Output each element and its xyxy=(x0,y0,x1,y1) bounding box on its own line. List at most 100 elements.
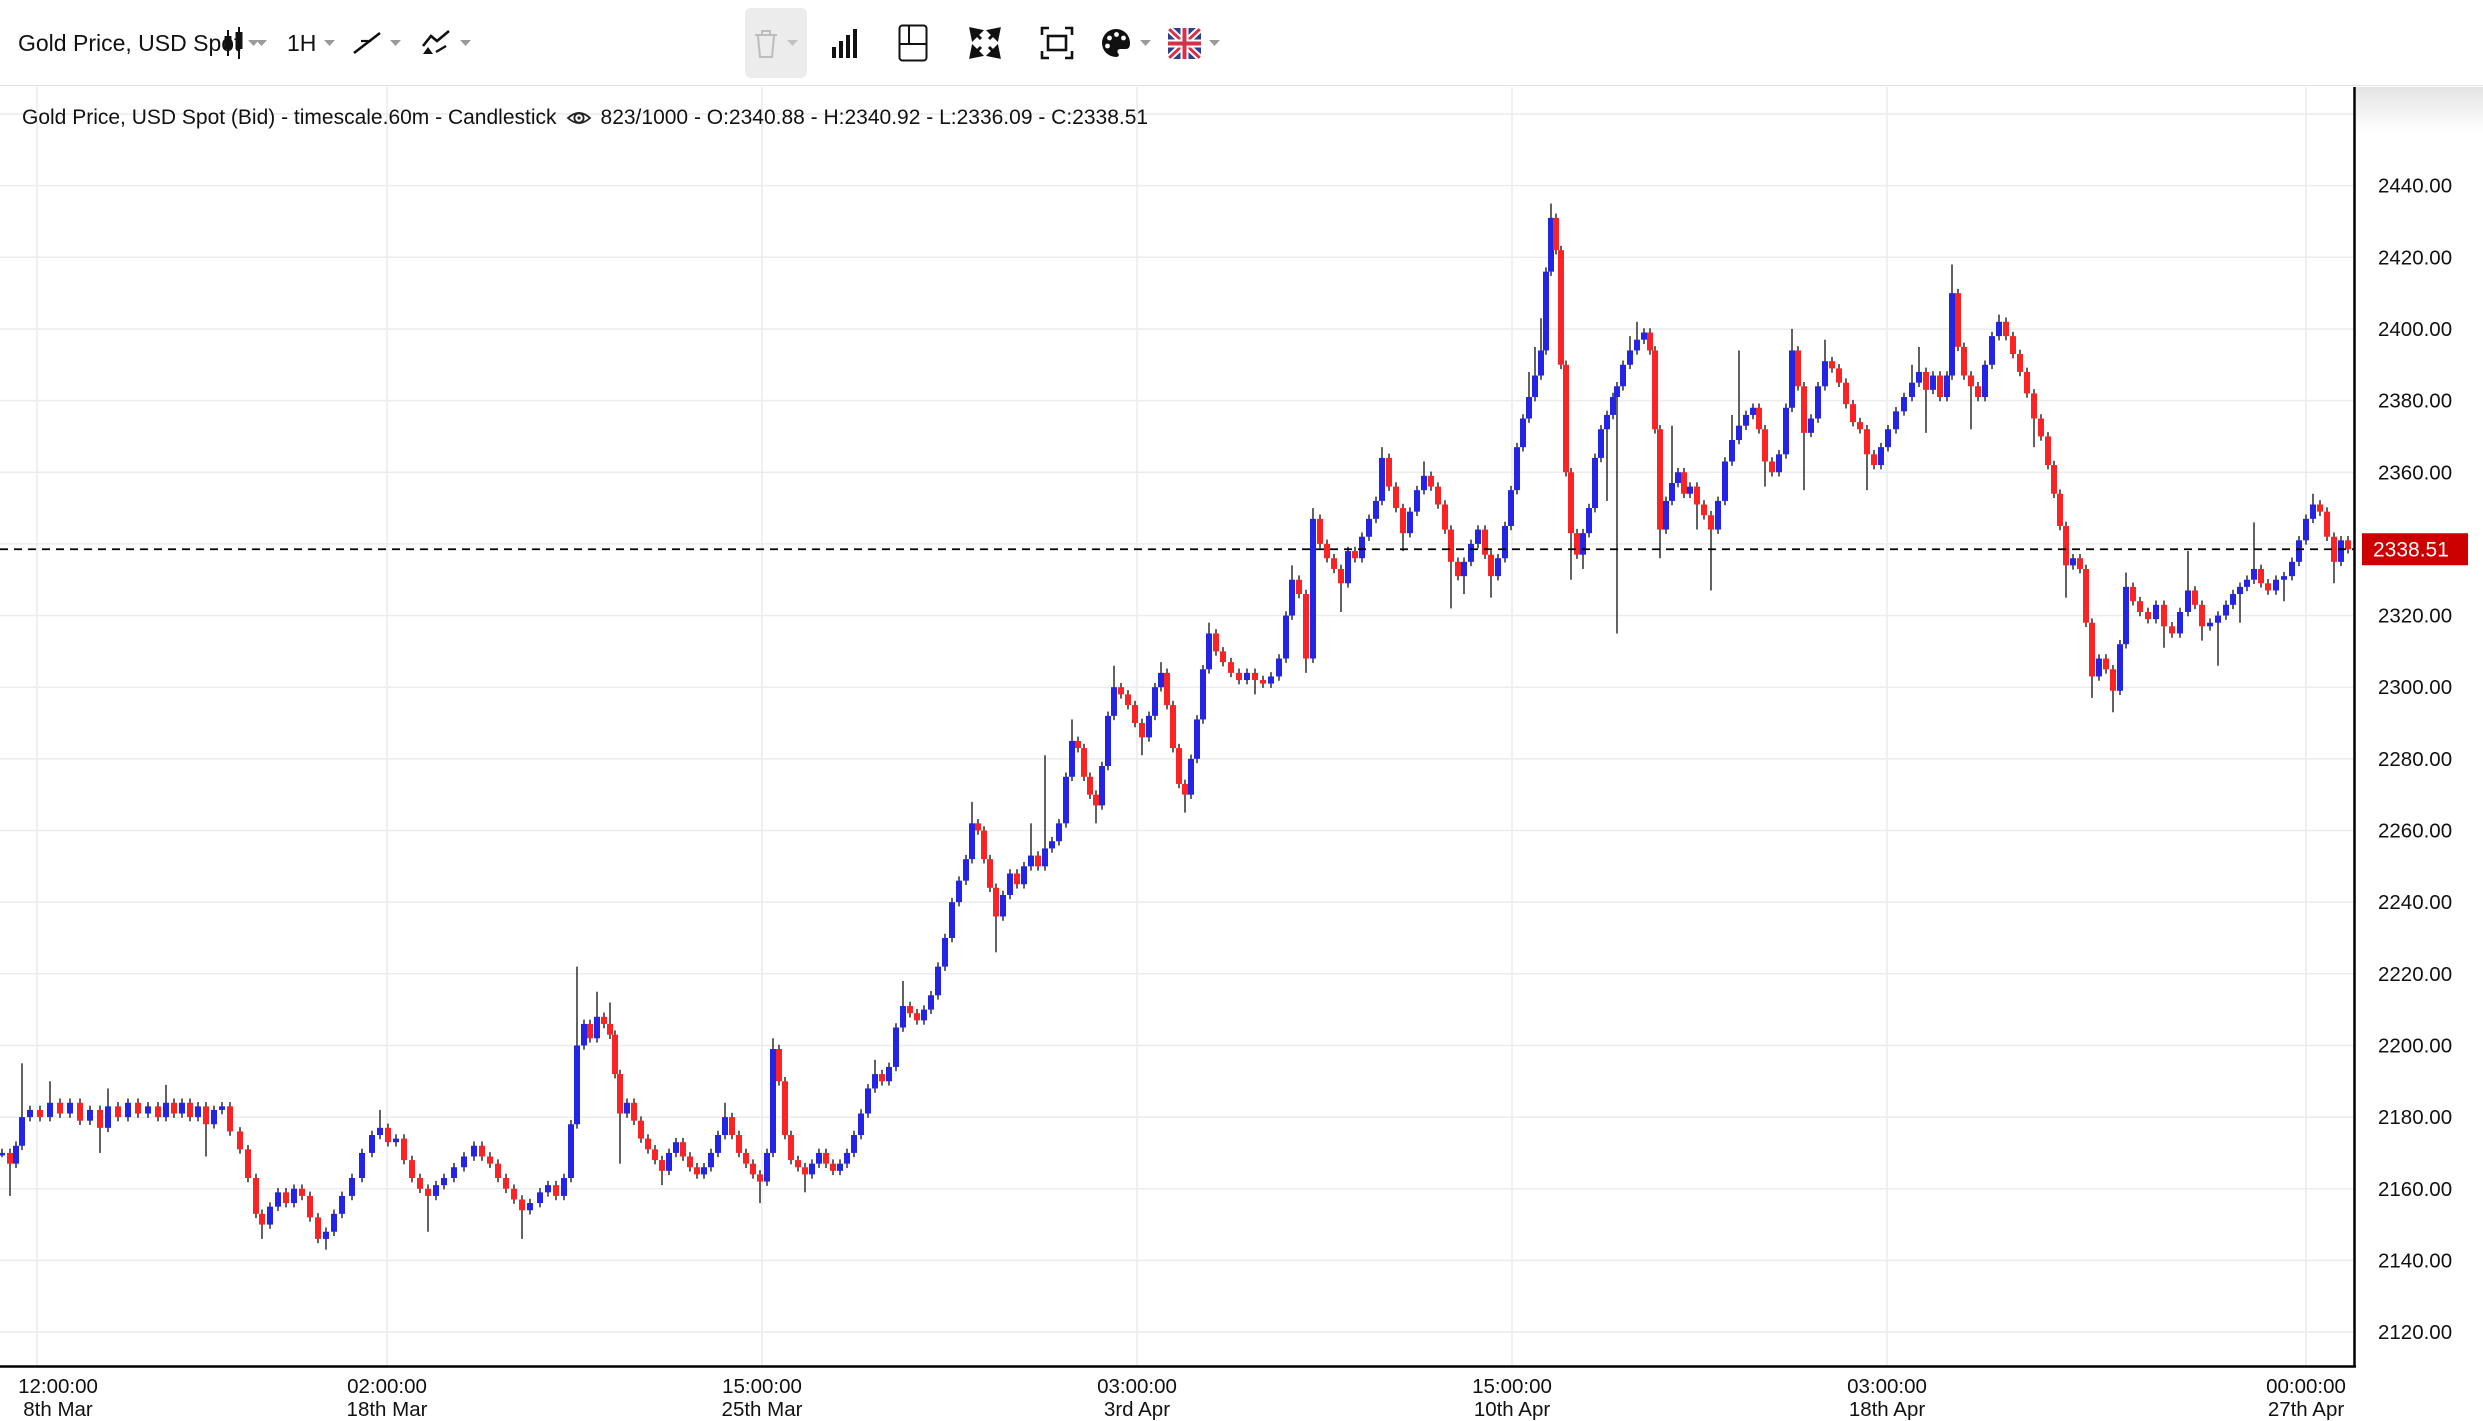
candle-body xyxy=(1815,386,1821,419)
delete-drawings-button[interactable] xyxy=(745,8,807,78)
candle-body xyxy=(2096,658,2102,677)
candle-body xyxy=(1923,371,1929,390)
candle-body xyxy=(2192,590,2198,605)
candle-body xyxy=(764,1152,770,1182)
candle-body xyxy=(1164,672,1170,706)
candle-body xyxy=(1657,429,1663,530)
chart-toolbar: Gold Price, USD Spot 1H xyxy=(0,0,2483,86)
candle-body xyxy=(27,1109,33,1118)
candle-body xyxy=(1455,561,1461,577)
candle-body xyxy=(1352,551,1358,559)
chart-type-button[interactable] xyxy=(218,8,272,78)
candle-body xyxy=(816,1152,822,1164)
candle-body xyxy=(283,1192,289,1204)
candle-body xyxy=(858,1113,864,1136)
legend-ohlc-info: 823/1000 - O:2340.88 - H:2340.92 - L:233… xyxy=(600,106,1149,129)
candle-body xyxy=(949,902,955,938)
candle-body xyxy=(359,1152,365,1179)
candle-body xyxy=(1675,472,1681,483)
candle-body xyxy=(736,1135,742,1153)
candle-body xyxy=(115,1106,121,1118)
candle-body xyxy=(1543,271,1549,351)
candle-body xyxy=(900,1006,906,1028)
candle-body xyxy=(886,1066,892,1082)
candle-body xyxy=(872,1074,878,1089)
candle-body xyxy=(1949,293,1955,376)
candle-body xyxy=(1359,536,1365,559)
time-axis-label-time: 03:00:00 xyxy=(1847,1375,1927,1398)
candle-body xyxy=(2223,604,2229,616)
candle-body xyxy=(893,1027,899,1067)
candle-body xyxy=(1228,662,1234,673)
candle-body xyxy=(401,1138,407,1161)
candle-body xyxy=(1996,321,2002,337)
candle-body xyxy=(743,1152,749,1164)
candle-body xyxy=(1435,486,1441,505)
candle-body xyxy=(2230,594,2236,605)
time-axis-label-date: 8th Mar xyxy=(23,1398,93,1421)
candle-body xyxy=(750,1163,756,1175)
candle-body xyxy=(1021,866,1027,885)
candle-body xyxy=(645,1138,651,1150)
symbol-selector-button[interactable]: Gold Price, USD Spot xyxy=(14,8,264,78)
candle-body xyxy=(1553,217,1559,251)
candle-body xyxy=(1317,518,1323,544)
candle-body xyxy=(1729,440,1735,462)
candle-body xyxy=(1968,375,1974,387)
candle-body xyxy=(2244,579,2250,587)
timeframe-button[interactable]: 1H xyxy=(283,8,340,78)
fullscreen-button[interactable] xyxy=(964,8,1006,78)
candle-body xyxy=(1260,680,1266,684)
chart-legend: Gold Price, USD Spot (Bid) - timescale.6… xyxy=(22,106,1148,130)
volume-bars-icon xyxy=(832,29,857,58)
panes-layout-button[interactable] xyxy=(894,8,932,78)
candle-body xyxy=(1520,418,1526,448)
candle-body xyxy=(487,1156,493,1164)
volume-toggle-button[interactable] xyxy=(828,8,862,78)
caret-down-icon xyxy=(1140,40,1151,46)
price-axis-label: 2380.00 xyxy=(2378,390,2452,413)
screenshot-button[interactable] xyxy=(1036,8,1078,78)
candle-body xyxy=(2024,371,2030,394)
candle-body xyxy=(1586,508,1592,534)
time-axis-label-time: 15:00:00 xyxy=(1472,1375,1552,1398)
candle-body xyxy=(1647,332,1653,351)
eye-icon[interactable] xyxy=(566,107,592,129)
candle-body xyxy=(1125,694,1131,706)
candle-body xyxy=(1042,848,1048,867)
gridlines xyxy=(0,87,2354,1366)
candle-body xyxy=(969,823,975,860)
price-axis[interactable]: 2460.002440.002420.002400.002380.002360.… xyxy=(2378,103,2452,1344)
candle-body xyxy=(1736,425,1742,441)
trendline-tool-button[interactable] xyxy=(348,8,406,78)
language-button[interactable] xyxy=(1164,8,1225,78)
indicators-button[interactable] xyxy=(416,8,476,78)
candle-body xyxy=(1475,529,1481,544)
candle-body xyxy=(97,1109,103,1128)
candle-body xyxy=(1663,500,1669,530)
candle-body xyxy=(211,1109,217,1125)
fit-frame-icon xyxy=(1040,26,1074,60)
candle-body xyxy=(2310,504,2316,519)
candle-body xyxy=(1028,855,1034,867)
candle-body xyxy=(722,1117,728,1136)
theme-palette-button[interactable] xyxy=(1096,8,1156,78)
candle-body xyxy=(13,1145,19,1164)
candle-body xyxy=(1558,250,1564,365)
caret-down-icon xyxy=(390,40,401,46)
candle-body xyxy=(1081,748,1087,777)
price-axis-label: 2280.00 xyxy=(2378,748,2452,771)
candle-body xyxy=(865,1088,871,1114)
candle-body xyxy=(907,1006,913,1014)
candle-body xyxy=(245,1149,251,1179)
price-axis-label: 2320.00 xyxy=(2378,605,2452,628)
candle-body xyxy=(503,1178,509,1189)
candle-body xyxy=(7,1152,13,1164)
price-axis-label: 2440.00 xyxy=(2378,175,2452,198)
candle-body xyxy=(1468,543,1474,562)
candle-body xyxy=(1146,715,1152,738)
candle-body xyxy=(1756,407,1762,430)
